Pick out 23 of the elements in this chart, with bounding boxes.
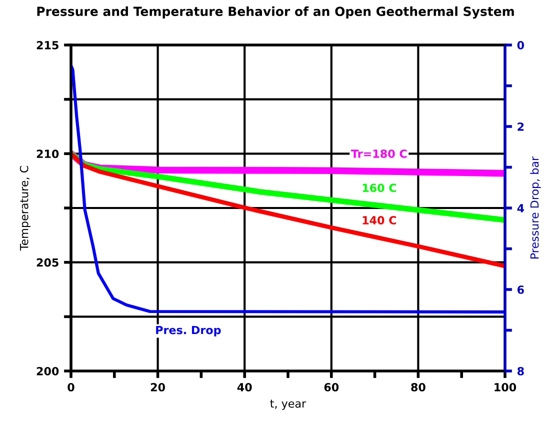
x-tick-label: 80	[411, 383, 426, 392]
series-label: 160 C	[362, 184, 396, 192]
x-tick-label: 20	[150, 383, 165, 392]
y-tick-label: 205	[36, 258, 58, 267]
x-tick-label: 60	[324, 383, 339, 392]
x-tick-label: 40	[237, 383, 252, 392]
y2-tick-label: 4	[517, 204, 524, 212]
y2-tick-label: 2	[518, 122, 524, 131]
x-tick-label: 0	[68, 383, 74, 392]
y2-axis-title: Pressure Drop, bar	[530, 156, 541, 258]
x-axis-title: t, year	[270, 400, 306, 410]
chart-title: Pressure and Temperature Behavior of an Open Geothermal System	[37, 6, 514, 19]
series-label: Pres. Drop	[156, 326, 221, 336]
y-axis-title: Temperature, C	[20, 166, 30, 251]
y2-tick-label: 8	[517, 366, 524, 376]
y2-tick-label: 6	[517, 285, 524, 294]
y-tick-label: 215	[36, 40, 58, 50]
y-tick-label: 200	[36, 366, 59, 376]
y-tick-label: 210	[36, 150, 59, 158]
series-label: Tr=180 C	[351, 149, 407, 158]
series-label: 140 C	[362, 216, 396, 224]
y2-tick-label: 0	[517, 40, 524, 50]
x-tick-label: 100	[494, 383, 516, 392]
